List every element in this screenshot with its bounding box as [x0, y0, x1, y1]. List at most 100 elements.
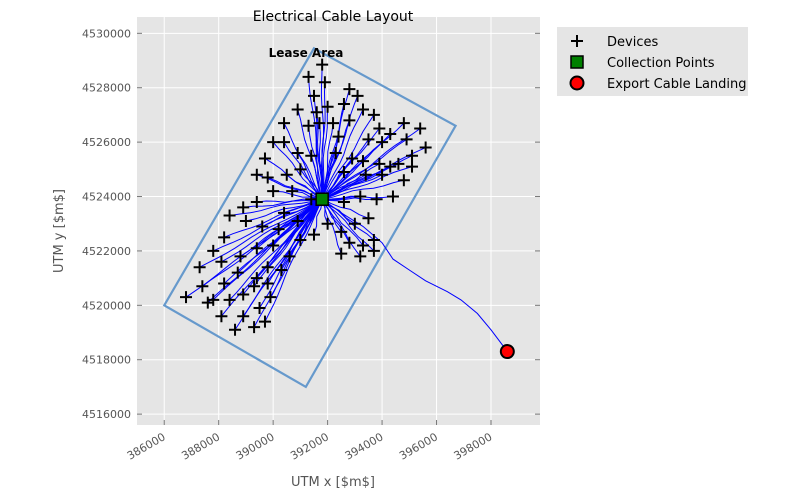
- device-marker: [291, 215, 304, 227]
- device-marker: [354, 250, 367, 263]
- array-cable: [322, 197, 377, 201]
- device-marker: [359, 168, 372, 181]
- array-cable: [207, 198, 323, 303]
- device-marker: [302, 119, 315, 132]
- device-marker: [196, 280, 209, 293]
- device-marker: [237, 310, 250, 323]
- x-tick-label: 386000: [125, 430, 168, 462]
- device-marker: [354, 190, 367, 203]
- array-cable: [322, 166, 413, 200]
- device-marker: [419, 141, 432, 154]
- x-tick-label: 392000: [288, 430, 331, 462]
- array-cable: [321, 109, 364, 200]
- plot-background: [137, 17, 540, 425]
- device-marker: [384, 160, 397, 173]
- device-marker: [280, 168, 293, 181]
- array-cable: [221, 198, 323, 317]
- array-cable: [321, 103, 345, 200]
- array-cable: [267, 177, 323, 200]
- collection-point-marker: [315, 192, 329, 206]
- device-marker: [294, 234, 307, 247]
- array-cable: [321, 123, 334, 200]
- device-marker: [275, 263, 288, 276]
- legend: Devices Collection Points Export Cable Lan…: [557, 27, 748, 96]
- device-marker: [264, 291, 277, 304]
- x-tick-label: 388000: [179, 430, 222, 462]
- device-marker: [351, 89, 364, 102]
- device-marker: [362, 133, 375, 146]
- device-marker: [258, 315, 271, 328]
- y-tick-label: 4526000: [82, 136, 131, 149]
- device-marker: [305, 193, 318, 206]
- device-marker: [218, 277, 231, 290]
- y-tick-label: 4518000: [82, 354, 131, 367]
- device-marker: [291, 103, 304, 116]
- array-cable: [272, 141, 323, 200]
- device-marker: [248, 321, 261, 334]
- device-marker: [367, 244, 380, 257]
- device-marker: [258, 152, 271, 165]
- device-marker: [310, 106, 323, 119]
- array-cable: [223, 198, 323, 238]
- device-marker: [329, 147, 342, 159]
- device-marker: [250, 168, 263, 181]
- device-marker: [237, 288, 250, 301]
- device-marker: [305, 149, 318, 162]
- x-tick-label: 398000: [452, 430, 495, 462]
- array-cable: [229, 198, 323, 217]
- x-tick-label: 390000: [234, 430, 277, 462]
- array-cable: [321, 198, 369, 219]
- y-axis-label: UTM y [$m$]: [52, 189, 67, 273]
- device-marker: [278, 206, 291, 219]
- array-cable: [297, 152, 323, 200]
- devices-layer: [180, 58, 432, 336]
- lease-area-boundary: [162, 46, 458, 389]
- device-marker: [307, 228, 320, 241]
- device-marker: [321, 100, 334, 113]
- array-cable: [321, 82, 326, 200]
- points-layer: [315, 192, 515, 360]
- lease-area-layer: [162, 46, 458, 389]
- array-cable: [308, 76, 323, 200]
- array-cable: [322, 179, 405, 200]
- array-cable: [234, 198, 323, 331]
- array-cable: [316, 112, 323, 200]
- device-marker: [332, 130, 345, 143]
- device-marker: [370, 193, 383, 206]
- device-marker: [348, 217, 361, 230]
- device-marker: [362, 212, 375, 225]
- array-cable: [264, 198, 323, 322]
- array-cable: [308, 125, 323, 200]
- device-marker: [283, 250, 296, 263]
- device-marker: [278, 136, 291, 149]
- device-marker: [343, 236, 356, 249]
- device-marker: [373, 157, 386, 170]
- device-marker: [357, 103, 370, 116]
- legend-label: Collection Points: [607, 56, 715, 71]
- device-marker: [302, 70, 315, 83]
- device-marker: [386, 190, 399, 203]
- device-marker: [335, 247, 348, 260]
- legend-landing-marker: [569, 75, 585, 91]
- device-marker: [234, 250, 247, 263]
- device-marker: [215, 310, 228, 323]
- device-marker: [343, 114, 356, 127]
- array-cable: [321, 152, 337, 200]
- device-marker: [376, 168, 389, 181]
- device-marker: [239, 215, 252, 227]
- array-cable: [273, 190, 323, 200]
- export-cable: [321, 198, 508, 352]
- device-marker: [346, 152, 359, 165]
- export-landing-marker: [499, 344, 515, 360]
- device-marker: [294, 163, 307, 176]
- array-cable: [310, 155, 323, 200]
- device-marker: [229, 323, 242, 336]
- device-marker: [384, 127, 397, 140]
- device-marker: [318, 76, 331, 89]
- legend-label: Export Cable Landing: [607, 77, 747, 92]
- device-marker: [261, 171, 274, 184]
- array-cable: [321, 199, 342, 254]
- array-cable: [212, 198, 323, 252]
- y-tick-label: 4516000: [82, 408, 131, 421]
